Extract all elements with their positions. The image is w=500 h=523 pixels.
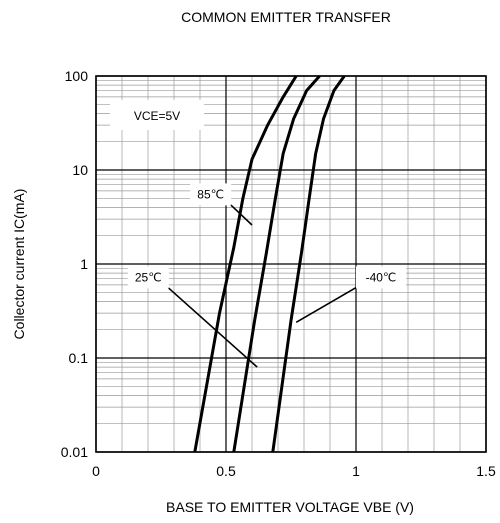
y-tick-label: 0.01: [61, 444, 88, 460]
series-lines: [193, 75, 346, 453]
y-axis-label: Collector current IC(mA): [11, 189, 27, 340]
annotation-bg: [356, 266, 406, 289]
x-tick-label: 0: [92, 463, 100, 479]
y-tick-label: 100: [65, 68, 89, 84]
y-tick-label: 0.1: [69, 350, 89, 366]
series-line-0: [193, 75, 298, 453]
condition-box: VCE=5V: [110, 100, 204, 130]
annotation-leader: [228, 202, 253, 226]
series-line-1: [232, 75, 321, 453]
x-tick-label: 0.5: [216, 463, 236, 479]
chart-title: COMMON EMITTER TRANSFER: [181, 9, 391, 25]
annotation-leader: [295, 285, 359, 323]
x-tick-label: 1.5: [476, 463, 496, 479]
annotation-bg: [127, 266, 169, 289]
series-label: 85℃: [197, 187, 224, 201]
plot-frame: [95, 75, 487, 453]
annotation-bg: [190, 183, 232, 206]
condition-label: VCE=5V: [134, 109, 180, 123]
y-tick-label: 1: [80, 256, 88, 272]
tick-labels: 0.01 0.1 1 10 100 0 0.5 1 1.5: [61, 68, 496, 479]
series-line-2: [271, 75, 346, 453]
x-tick-label: 1: [352, 463, 360, 479]
series-label: -40℃: [366, 270, 397, 284]
x-axis-label: BASE TO EMITTER VOLTAGE VBE (V): [166, 499, 414, 515]
annotation-leader: [166, 285, 258, 368]
annotations: 85℃ 25℃ -40℃: [127, 183, 406, 368]
y-tick-label: 10: [72, 162, 88, 178]
series-label: 25℃: [135, 270, 162, 284]
